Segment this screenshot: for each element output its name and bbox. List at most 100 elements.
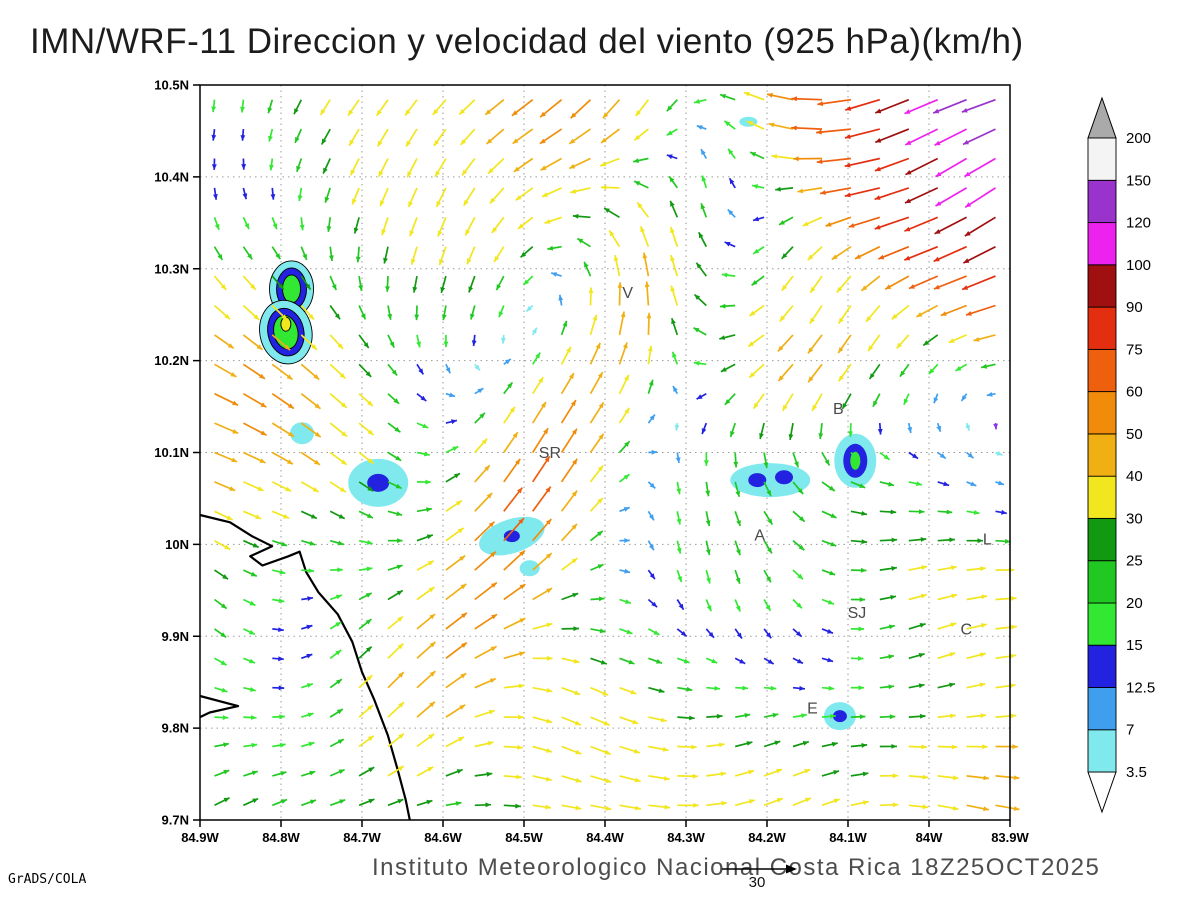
wind-arrow <box>387 615 404 630</box>
wind-arrow <box>561 775 582 783</box>
coastline <box>199 694 240 719</box>
wind-arrow <box>735 713 751 718</box>
wind-arrow <box>503 358 512 365</box>
station-label-c: C <box>961 621 973 638</box>
wind-arrow <box>301 799 317 807</box>
wind-arrow <box>809 305 823 325</box>
wind-arrow <box>908 451 919 460</box>
wind-arrow <box>294 128 303 144</box>
wind-arrow <box>676 540 682 554</box>
wind-arrow <box>407 187 418 208</box>
wind-arrow <box>532 518 552 542</box>
wind-arrow <box>214 422 239 435</box>
wind-arrow <box>590 563 604 571</box>
wind-arrow <box>895 334 910 349</box>
wind-arrow <box>934 128 967 147</box>
wind-arrow <box>677 744 697 750</box>
wind-arrow <box>404 99 418 116</box>
wind-arrow <box>271 798 288 807</box>
wind-arrow <box>489 187 505 204</box>
wind-arrow <box>329 510 346 520</box>
wind-arrow <box>995 567 1015 573</box>
chart-title: IMN/WRF-11 Direccion y velocidad del vie… <box>30 22 1024 61</box>
wind-arrow <box>387 732 405 748</box>
wind-arrow <box>763 569 772 583</box>
wind-arrow <box>908 804 929 810</box>
shaded-cell-ring <box>832 710 847 723</box>
wind-arrow <box>768 122 794 130</box>
wind-arrow <box>668 175 678 189</box>
wind-arrow <box>243 569 258 577</box>
wind-arrow <box>850 685 864 691</box>
wind-arrow <box>700 203 708 218</box>
wind-arrow <box>792 740 810 748</box>
wind-arrow <box>503 714 524 720</box>
wind-arrow <box>619 804 642 811</box>
wind-arrow <box>733 452 739 468</box>
wind-arrow <box>937 744 958 750</box>
wind-arrow <box>358 798 375 807</box>
station-label-a: A <box>754 528 765 545</box>
wind-arrow <box>560 320 568 336</box>
wind-arrow <box>995 713 1017 719</box>
colorbar-tick-label: 75 <box>1126 341 1143 358</box>
wind-arrow <box>589 342 601 365</box>
wind-arrow <box>696 392 707 400</box>
wind-arrow <box>589 314 598 336</box>
wind-arrow <box>966 652 987 660</box>
wind-arrow <box>320 128 331 145</box>
wind-arrow <box>633 128 649 141</box>
wind-arrow <box>387 701 405 718</box>
wind-arrow <box>358 592 373 601</box>
wind-arrow <box>561 804 582 811</box>
wind-arrow <box>503 431 519 453</box>
wind-arrow <box>821 510 837 519</box>
wind-arrow <box>532 716 553 724</box>
wind-arrow <box>632 157 649 163</box>
wind-arrow <box>648 716 667 723</box>
wind-arrow <box>358 422 375 436</box>
wind-arrow <box>329 275 337 291</box>
wind-arrow <box>647 481 656 490</box>
wind-arrow <box>387 642 404 659</box>
colorbar-tick-label: 20 <box>1126 595 1143 612</box>
wind-arrow <box>793 156 823 162</box>
wind-arrow <box>329 334 344 350</box>
wind-arrow <box>358 645 373 659</box>
wind-arrow <box>966 566 986 572</box>
wind-arrow <box>705 657 718 664</box>
wind-arrow <box>445 672 467 689</box>
wind-arrow <box>600 128 621 144</box>
wind-arrow <box>937 713 956 719</box>
wind-arrow <box>618 440 631 454</box>
colorbar-segment <box>1087 517 1117 562</box>
x-axis-tick-label: 84.8W <box>262 830 300 845</box>
wind-arrow <box>734 799 756 807</box>
wind-arrow <box>993 423 998 430</box>
wind-arrow <box>445 736 465 748</box>
wind-arrow <box>540 157 563 171</box>
wind-arrow <box>271 392 295 410</box>
colorbar-tick-label: 200 <box>1126 130 1151 147</box>
colorbar-tick-label: 30 <box>1126 510 1143 527</box>
wind-arrow <box>763 510 774 525</box>
wind-arrow <box>748 363 765 379</box>
wind-arrow <box>872 393 881 408</box>
wind-arrow <box>981 363 996 369</box>
wind-arrow <box>329 539 345 546</box>
wind-arrow <box>636 201 650 218</box>
x-axis-tick-label: 84.5W <box>505 830 543 845</box>
wind-arrow <box>747 334 765 348</box>
wind-arrow <box>728 177 736 189</box>
wind-arrow <box>821 452 831 466</box>
shaded-cells-layer <box>259 116 877 731</box>
wind-arrow <box>850 656 864 661</box>
wind-arrow <box>324 187 332 203</box>
wind-arrow <box>937 565 957 571</box>
wind-arrow <box>748 304 765 317</box>
wind-arrow <box>966 775 990 781</box>
wind-arrow <box>474 613 498 630</box>
y-axis-tick-label: 9.9N <box>162 629 189 644</box>
wind-arrow <box>531 352 541 365</box>
wind-arrow <box>522 275 534 286</box>
